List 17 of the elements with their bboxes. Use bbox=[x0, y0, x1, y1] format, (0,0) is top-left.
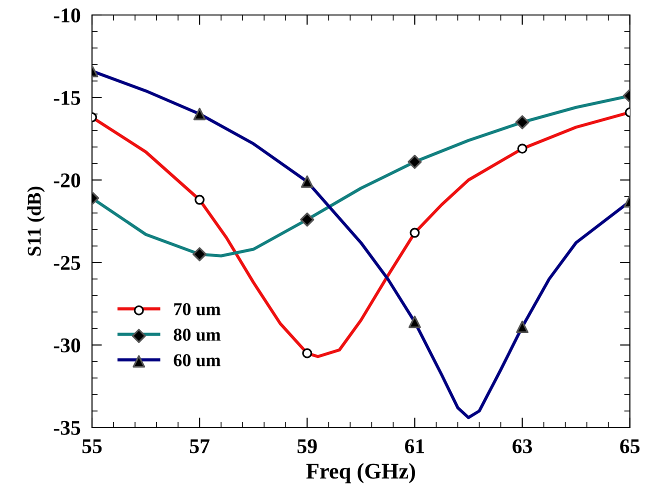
x-tick-label: 57 bbox=[190, 439, 210, 454]
legend-label: 70 um bbox=[174, 303, 221, 316]
y-tick-label: -15 bbox=[54, 90, 80, 105]
x-tick-label: 59 bbox=[298, 439, 317, 454]
y-tick-label: -30 bbox=[54, 338, 80, 352]
y-tick-label: -20 bbox=[54, 173, 80, 188]
x-tick-label: 55 bbox=[82, 439, 102, 454]
x-axis-title: Freq (GHz) bbox=[306, 463, 415, 484]
x-tick-label: 65 bbox=[620, 439, 640, 454]
y-tick-label: -10 bbox=[54, 8, 80, 22]
x-tick-label: 61 bbox=[405, 439, 424, 454]
x-tick-label: 63 bbox=[512, 439, 532, 454]
y-axis-title: S11 (dB) bbox=[27, 186, 45, 256]
legend-label: 80 um bbox=[174, 328, 221, 341]
y-tick-label: -35 bbox=[54, 420, 80, 435]
legend-label: 60 um bbox=[174, 354, 221, 366]
y-tick-label: -25 bbox=[54, 256, 80, 270]
